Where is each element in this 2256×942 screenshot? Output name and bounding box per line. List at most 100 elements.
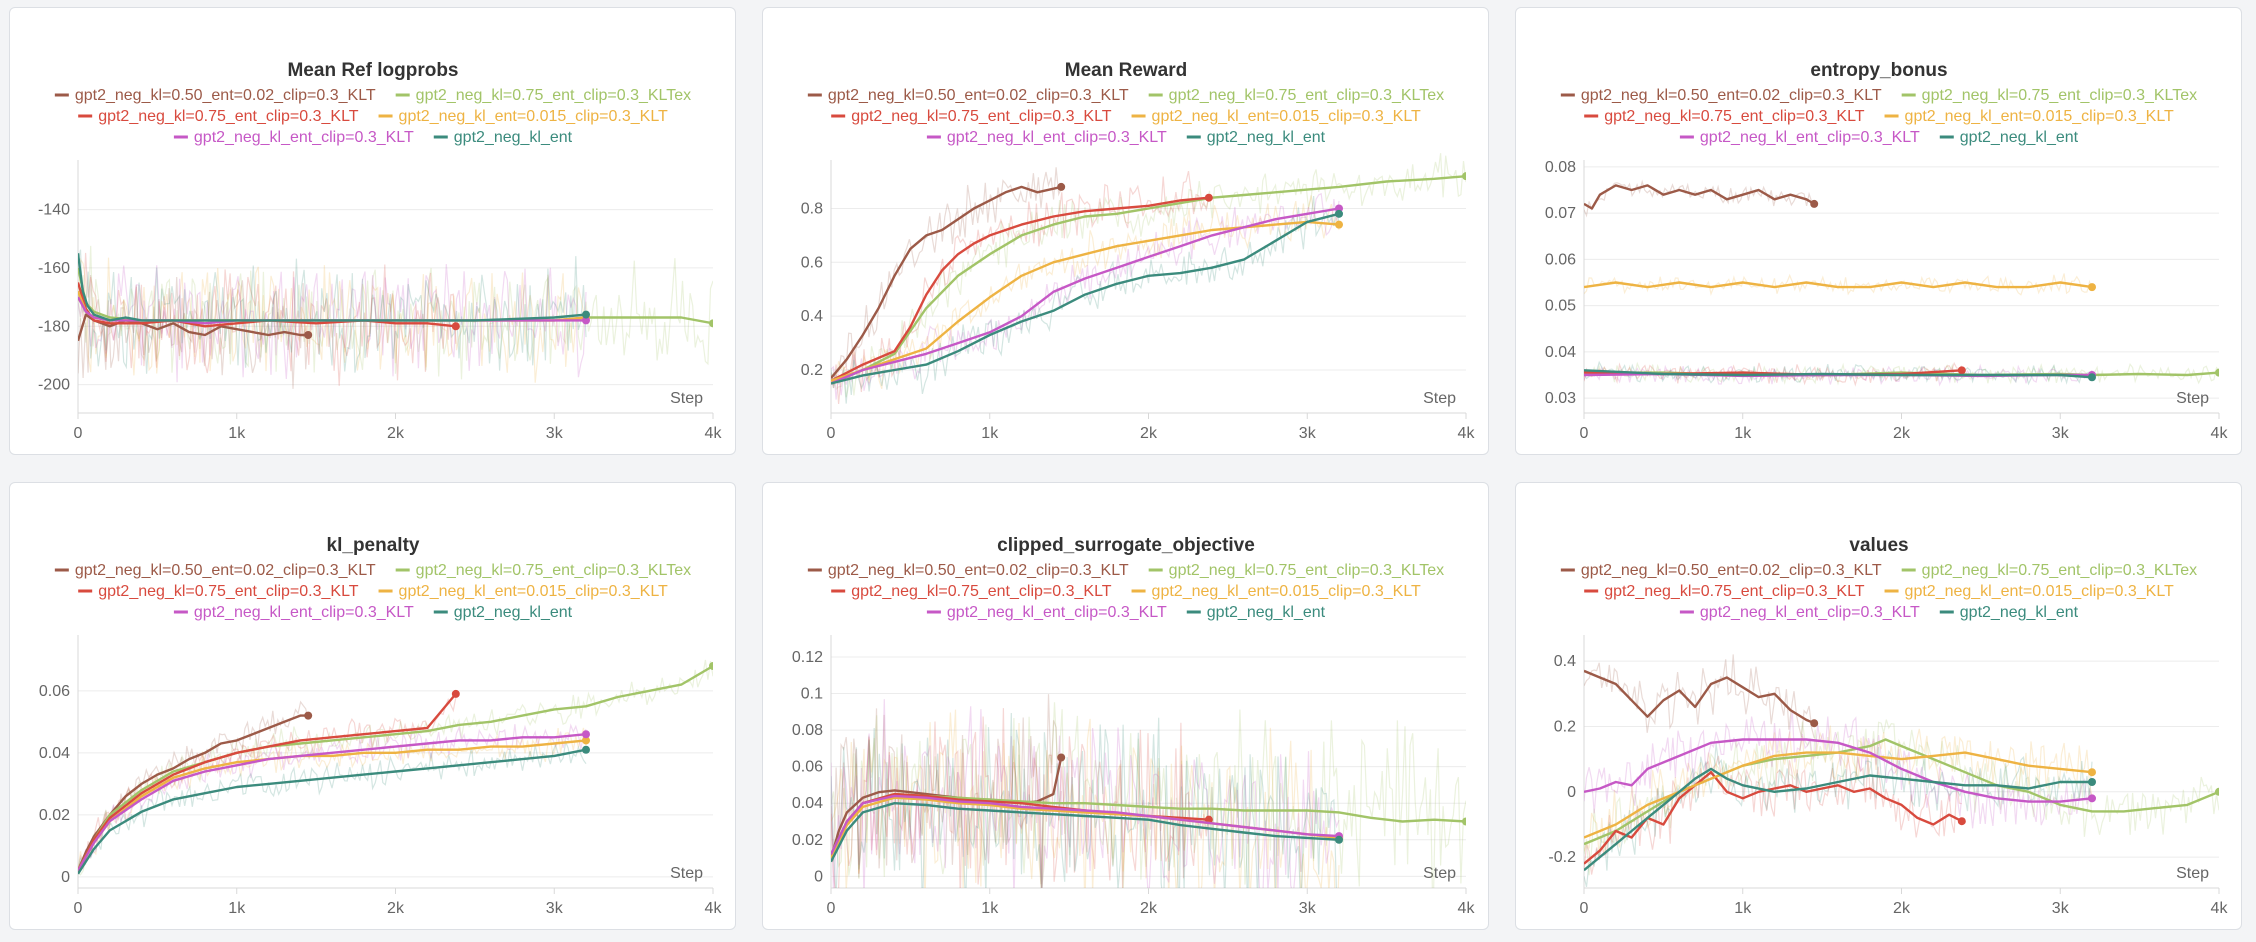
series-line-klent03[interactable] bbox=[1584, 738, 2093, 803]
legend-item-kl015[interactable]: gpt2_neg_kl_ent=0.015_clip=0.3_KLT bbox=[1884, 583, 2174, 600]
chart-panel-entropy-bonus[interactable]: entropy_bonus gpt2_neg_kl=0.50_ent=0.02_c… bbox=[1515, 7, 2242, 455]
y-tick-label: 0.06 bbox=[39, 683, 70, 700]
chart-panel-values[interactable]: values gpt2_neg_kl=0.50_ent=0.02_clip=0.3… bbox=[1515, 482, 2242, 930]
legend-item-klent03[interactable]: gpt2_neg_kl_ent_clip=0.3_KLT bbox=[1679, 129, 1920, 146]
series-line-kl015[interactable] bbox=[78, 739, 587, 872]
legend-item-klent[interactable]: gpt2_neg_kl_ent bbox=[1939, 129, 2079, 146]
x-tick-label: 3k bbox=[546, 900, 564, 917]
legend-item-klent[interactable]: gpt2_neg_kl_ent bbox=[1939, 604, 2079, 621]
series-line-kl050[interactable] bbox=[831, 185, 1062, 379]
series-line-klent03[interactable] bbox=[831, 794, 1340, 855]
y-tick-label: 0.08 bbox=[1545, 159, 1576, 176]
legend-item-kl050[interactable]: gpt2_neg_kl=0.50_ent=0.02_clip=0.3_KLT bbox=[1560, 562, 1882, 579]
legend-row: gpt2_neg_kl=0.50_ent=0.02_clip=0.3_KLT gp… bbox=[1560, 87, 2197, 104]
legend-item-kl075[interactable]: gpt2_neg_kl=0.75_ent_clip=0.3_KLT bbox=[1584, 108, 1865, 125]
y-tick-label: 0.8 bbox=[801, 200, 823, 217]
series-endpoint-kl075 bbox=[1204, 193, 1213, 202]
legend-item-kl075tex[interactable]: gpt2_neg_kl=0.75_ent_clip=0.3_KLTex bbox=[1901, 87, 2197, 104]
legend-item-kl075tex[interactable]: gpt2_neg_kl=0.75_ent_clip=0.3_KLTex bbox=[1148, 87, 1444, 104]
series-line-kl050[interactable] bbox=[78, 313, 309, 342]
legend-row: gpt2_neg_kl=0.75_ent_clip=0.3_KLT gpt2_ne… bbox=[78, 583, 668, 600]
legend-item-kl015[interactable]: gpt2_neg_kl_ent=0.015_clip=0.3_KLT bbox=[1131, 108, 1421, 125]
y-tick-label: 0 bbox=[61, 869, 70, 886]
series-line-kl075[interactable] bbox=[78, 693, 457, 872]
legend-row: gpt2_neg_kl_ent_clip=0.3_KLT gpt2_neg_kl_… bbox=[1679, 129, 2079, 146]
legend-item-kl075[interactable]: gpt2_neg_kl=0.75_ent_clip=0.3_KLT bbox=[831, 108, 1112, 125]
chart-panel-mean-reward[interactable]: Mean Reward gpt2_neg_kl=0.50_ent=0.02_cli… bbox=[762, 7, 1489, 455]
legend-item-kl015[interactable]: gpt2_neg_kl_ent=0.015_clip=0.3_KLT bbox=[378, 108, 668, 125]
x-tick-label: 0 bbox=[74, 425, 83, 442]
y-tick-label: 0.1 bbox=[801, 686, 823, 703]
x-tick-label: 4k bbox=[1458, 900, 1476, 917]
y-tick-label: 0.07 bbox=[1545, 205, 1576, 222]
series-line-klent[interactable] bbox=[78, 253, 587, 322]
legend-item-kl050[interactable]: gpt2_neg_kl=0.50_ent=0.02_clip=0.3_KLT bbox=[1560, 87, 1882, 104]
legend-label: gpt2_neg_kl_ent bbox=[1207, 129, 1326, 146]
chart-title: Mean Reward bbox=[1065, 60, 1187, 81]
series-line-klent[interactable] bbox=[831, 212, 1340, 385]
chart-panel-mean-ref-logprobs[interactable]: Mean Ref logprobs gpt2_neg_kl=0.50_ent=0.… bbox=[9, 7, 736, 455]
series-line-kl015[interactable] bbox=[1584, 751, 2093, 839]
series-line-klent03[interactable] bbox=[831, 207, 1340, 385]
y-tick-label: 0.2 bbox=[801, 362, 823, 379]
x-tick-label: 1k bbox=[981, 425, 999, 442]
legend-item-kl050[interactable]: gpt2_neg_kl=0.50_ent=0.02_clip=0.3_KLT bbox=[807, 87, 1129, 104]
chart-panel-kl-penalty[interactable]: kl_penalty gpt2_neg_kl=0.50_ent=0.02_clip… bbox=[9, 482, 736, 930]
legend-item-klent[interactable]: gpt2_neg_kl_ent bbox=[433, 129, 573, 146]
series-line-kl075tex[interactable] bbox=[78, 664, 713, 872]
legend-row: gpt2_neg_kl=0.50_ent=0.02_clip=0.3_KLT gp… bbox=[1560, 562, 2197, 579]
series-line-kl015[interactable] bbox=[831, 220, 1340, 382]
legend-item-kl075[interactable]: gpt2_neg_kl=0.75_ent_clip=0.3_KLT bbox=[1584, 583, 1865, 600]
series-line-klent03[interactable] bbox=[78, 733, 587, 872]
legend-item-klent[interactable]: gpt2_neg_kl_ent bbox=[433, 604, 573, 621]
legend-item-kl075[interactable]: gpt2_neg_kl=0.75_ent_clip=0.3_KLT bbox=[831, 583, 1112, 600]
chart-svg: Mean Ref logprobs gpt2_neg_kl=0.50_ent=0.… bbox=[38, 60, 722, 442]
legend-item-kl075tex[interactable]: gpt2_neg_kl=0.75_ent_clip=0.3_KLTex bbox=[1901, 562, 2197, 579]
legend-item-kl015[interactable]: gpt2_neg_kl_ent=0.015_clip=0.3_KLT bbox=[1131, 583, 1421, 600]
series-line-kl075tex[interactable] bbox=[831, 175, 1466, 385]
legend-item-kl075[interactable]: gpt2_neg_kl=0.75_ent_clip=0.3_KLT bbox=[78, 108, 359, 125]
legend-label: gpt2_neg_kl=0.75_ent_clip=0.3_KLT bbox=[851, 108, 1112, 125]
legend-item-klent[interactable]: gpt2_neg_kl_ent bbox=[1186, 604, 1326, 621]
legend-item-kl075[interactable]: gpt2_neg_kl=0.75_ent_clip=0.3_KLT bbox=[78, 583, 359, 600]
legend-item-kl015[interactable]: gpt2_neg_kl_ent=0.015_clip=0.3_KLT bbox=[1884, 108, 2174, 125]
y-tick-label: 0.04 bbox=[39, 745, 70, 762]
x-tick-label: 3k bbox=[2052, 900, 2070, 917]
legend-item-kl075tex[interactable]: gpt2_neg_kl=0.75_ent_clip=0.3_KLTex bbox=[395, 87, 691, 104]
legend-item-klent03[interactable]: gpt2_neg_kl_ent_clip=0.3_KLT bbox=[926, 129, 1167, 146]
series-line-kl050[interactable] bbox=[1584, 184, 1815, 210]
series-endpoint-kl015 bbox=[2088, 768, 2096, 777]
series-line-klent[interactable] bbox=[78, 748, 587, 875]
series-line-klent[interactable] bbox=[831, 802, 1340, 863]
legend-item-klent[interactable]: gpt2_neg_kl_ent bbox=[1186, 129, 1326, 146]
series-line-kl050[interactable] bbox=[1584, 669, 1815, 725]
legend-item-klent03[interactable]: gpt2_neg_kl_ent_clip=0.3_KLT bbox=[1679, 604, 1920, 621]
legend-item-kl075tex[interactable]: gpt2_neg_kl=0.75_ent_clip=0.3_KLTex bbox=[395, 562, 691, 579]
legend-item-kl075tex[interactable]: gpt2_neg_kl=0.75_ent_clip=0.3_KLTex bbox=[1148, 562, 1444, 579]
series-line-kl075[interactable] bbox=[78, 282, 456, 328]
chart-title: clipped_surrogate_objective bbox=[997, 535, 1255, 556]
series-endpoint-kl075tex bbox=[1462, 817, 1466, 826]
x-axis-label: Step bbox=[1423, 865, 1456, 882]
legend-label: gpt2_neg_kl_ent_clip=0.3_KLT bbox=[1700, 604, 1920, 621]
legend-label: gpt2_neg_kl_ent bbox=[1960, 129, 2079, 146]
legend-item-kl050[interactable]: gpt2_neg_kl=0.50_ent=0.02_clip=0.3_KLT bbox=[54, 87, 376, 104]
series-line-kl075[interactable] bbox=[831, 196, 1209, 382]
series-line-kl015[interactable] bbox=[1584, 281, 2093, 289]
x-tick-label: 3k bbox=[2052, 425, 2070, 442]
series-line-klent[interactable] bbox=[1584, 767, 2092, 872]
legend-label: gpt2_neg_kl=0.75_ent_clip=0.3_KLTex bbox=[1922, 87, 2197, 104]
chart-panel-clipped-surrogate-objective[interactable]: clipped_surrogate_objective gpt2_neg_kl=0… bbox=[762, 482, 1489, 930]
raw-trace-klent bbox=[1584, 743, 2093, 888]
series-line-klent[interactable] bbox=[1584, 369, 2093, 379]
legend-label: gpt2_neg_kl_ent_clip=0.3_KLT bbox=[194, 129, 414, 146]
legend-item-kl015[interactable]: gpt2_neg_kl_ent=0.015_clip=0.3_KLT bbox=[378, 583, 668, 600]
legend-item-klent03[interactable]: gpt2_neg_kl_ent_clip=0.3_KLT bbox=[173, 129, 414, 146]
x-axis-label: Step bbox=[2176, 865, 2209, 882]
legend-item-kl050[interactable]: gpt2_neg_kl=0.50_ent=0.02_clip=0.3_KLT bbox=[807, 562, 1129, 579]
x-tick-label: 0 bbox=[1580, 900, 1589, 917]
legend-item-klent03[interactable]: gpt2_neg_kl_ent_clip=0.3_KLT bbox=[173, 604, 414, 621]
x-tick-label: 4k bbox=[1458, 425, 1476, 442]
legend-item-klent03[interactable]: gpt2_neg_kl_ent_clip=0.3_KLT bbox=[926, 604, 1167, 621]
legend-item-kl050[interactable]: gpt2_neg_kl=0.50_ent=0.02_clip=0.3_KLT bbox=[54, 562, 376, 579]
